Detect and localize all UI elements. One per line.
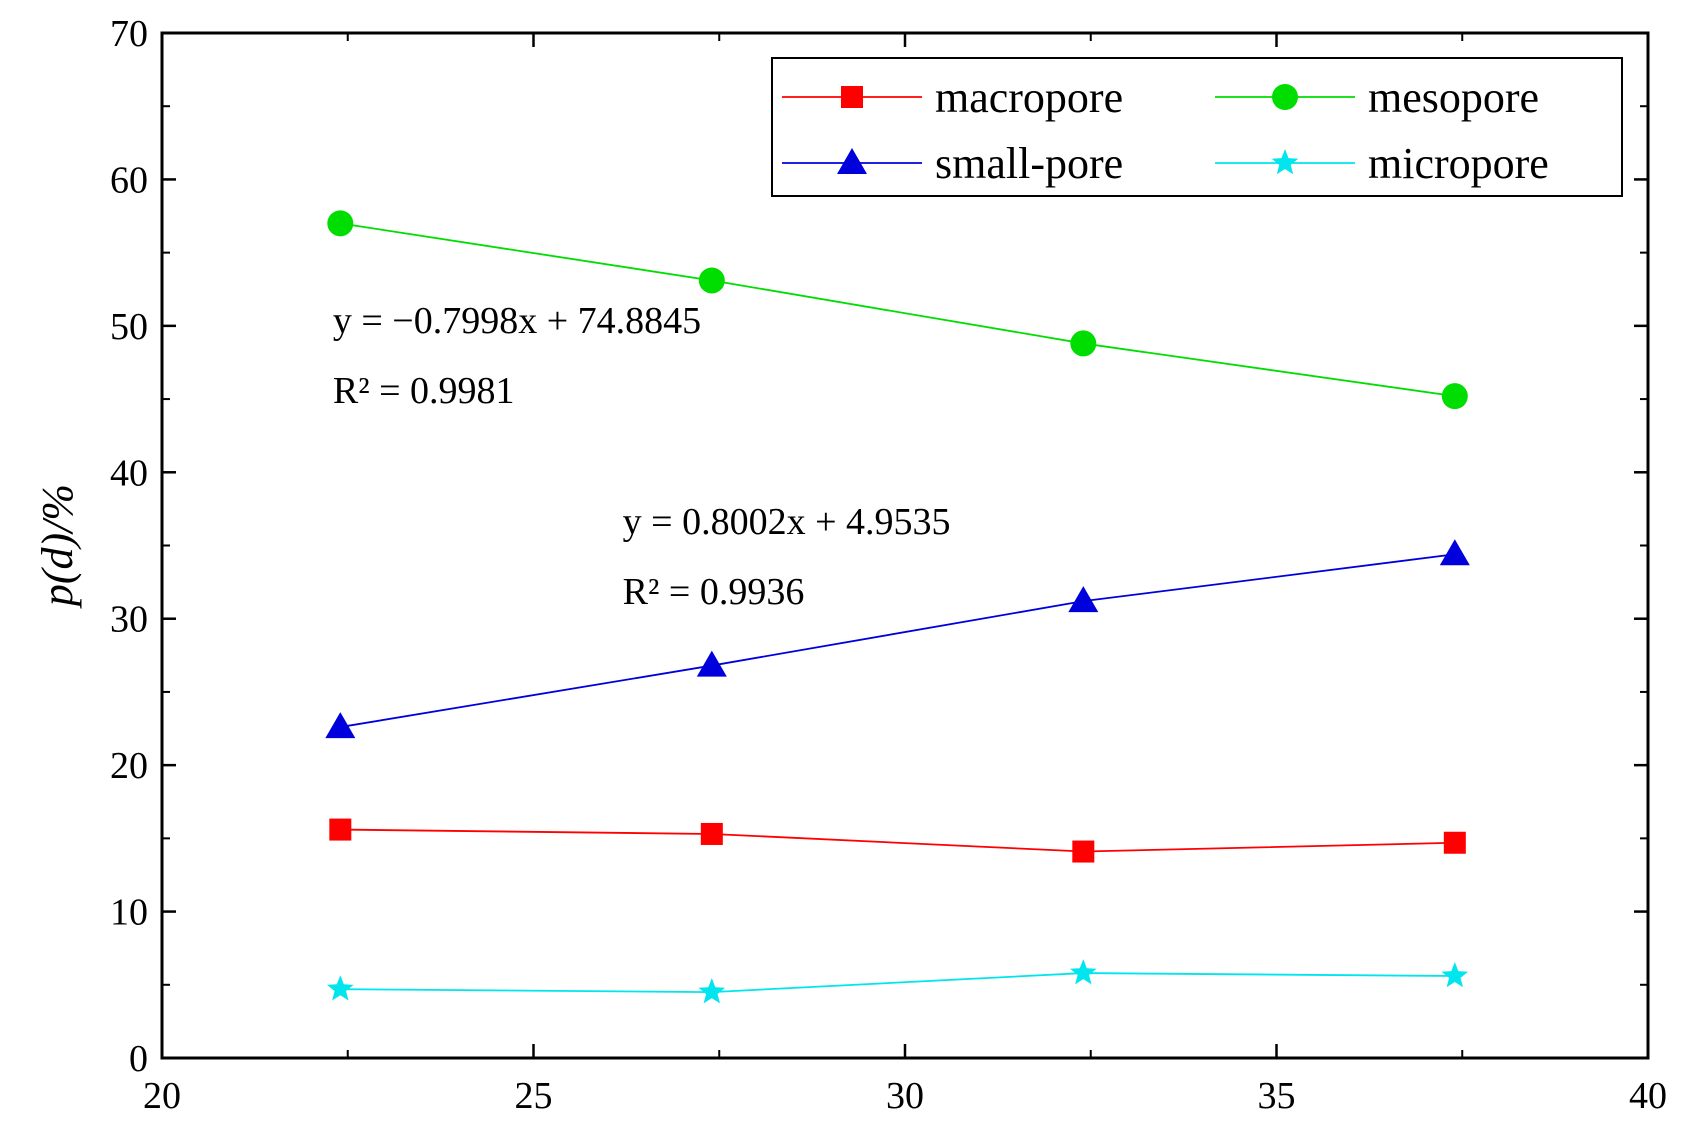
series-line-small-pore (340, 553, 1455, 728)
point-micropore (698, 978, 726, 1004)
point-mesopore (1441, 383, 1468, 410)
point-micropore (1441, 962, 1469, 988)
legend: macropore mesopore small-pore micropore (771, 57, 1623, 197)
y-tick-label: 50 (110, 306, 148, 348)
legend-label-micropore: micropore (1368, 139, 1549, 188)
point-macropore (1443, 831, 1466, 854)
x-tick-label: 30 (886, 1075, 924, 1117)
series-line-macropore (340, 828, 1455, 853)
regression-equation-2: y = 0.8002x + 4.9535 (623, 501, 951, 543)
point-micropore (327, 975, 354, 1001)
regression-equation-1: y = −0.7998x + 74.8845 (333, 300, 701, 342)
x-tick-label: 25 (515, 1075, 553, 1117)
series-line-micropore (340, 972, 1455, 994)
legend-marker-macropore (841, 86, 863, 108)
y-tick-label: 30 (110, 599, 148, 641)
y-tick-label: 60 (110, 159, 148, 201)
point-small-pore (1068, 586, 1099, 613)
legend-box (771, 57, 1623, 197)
x-tick-label: 40 (1629, 1075, 1667, 1117)
point-macropore (329, 818, 352, 841)
point-mesopore (698, 267, 725, 294)
x-tick-label: 35 (1258, 1075, 1296, 1117)
legend-marker-mesopore (1272, 84, 1298, 110)
legend-marker-small-pore (837, 148, 867, 174)
y-tick-label: 20 (110, 745, 148, 787)
y-tick-label: 10 (110, 892, 148, 934)
legend-label-macropore: macropore (935, 73, 1123, 122)
y-tick-label: 0 (129, 1038, 148, 1080)
y-tick-label: 70 (110, 13, 148, 55)
regression-annotations: y = −0.7998x + 74.8845 R² = 0.9981 y = 0.8… (333, 300, 951, 613)
point-mesopore (1070, 330, 1097, 357)
legend-label-mesopore: mesopore (1368, 73, 1539, 122)
point-micropore (1070, 959, 1097, 985)
legend-marker-micropore (1271, 149, 1299, 175)
series-lines (340, 222, 1455, 994)
y-tick-label: 40 (110, 452, 148, 494)
regression-r2-2: R² = 0.9936 (623, 571, 805, 613)
series-line-mesopore (340, 222, 1455, 398)
x-tick-label: 20 (143, 1075, 181, 1117)
legend-label-small-pore: small-pore (935, 139, 1123, 188)
axis-ticks: 20 25 30 35 40 0 10 20 30 40 50 60 70 (110, 13, 1667, 1117)
regression-r2-1: R² = 0.9981 (333, 370, 515, 412)
point-small-pore (1439, 539, 1470, 566)
point-small-pore (325, 712, 356, 739)
point-mesopore (327, 210, 354, 237)
point-macropore (700, 822, 723, 845)
series-markers (325, 210, 1470, 1004)
y-axis-label: p(d)/% (33, 484, 82, 609)
point-small-pore (696, 650, 727, 677)
point-macropore (1072, 840, 1095, 863)
